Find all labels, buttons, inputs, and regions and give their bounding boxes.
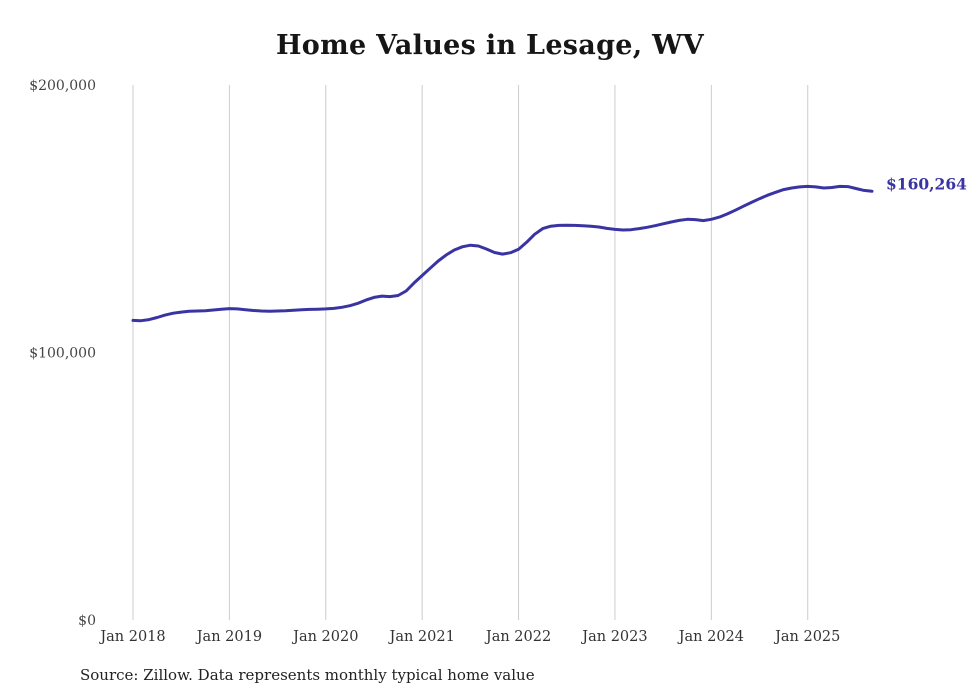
x-tick-label: Jan 2022 <box>484 629 551 645</box>
y-tick-label: $0 <box>78 613 96 629</box>
y-tick-label: $100,000 <box>29 346 96 362</box>
x-tick-label: Jan 2023 <box>580 629 647 645</box>
x-tick-label: Jan 2020 <box>291 629 358 645</box>
chart-title: Home Values in Lesage, WV <box>275 30 705 61</box>
x-tick-label: Jan 2021 <box>388 629 455 645</box>
x-tick-label: Jan 2025 <box>773 629 840 645</box>
x-tick-label: Jan 2024 <box>677 629 744 645</box>
home-value-line <box>131 184 874 323</box>
x-tick-label: Jan 2018 <box>98 629 165 645</box>
y-tick-label: $200,000 <box>29 78 96 94</box>
current-value-label: $160,264 <box>886 174 967 193</box>
x-tick-label: Jan 2019 <box>195 629 262 645</box>
source-note: Source: Zillow. Data represents monthly … <box>80 666 535 684</box>
